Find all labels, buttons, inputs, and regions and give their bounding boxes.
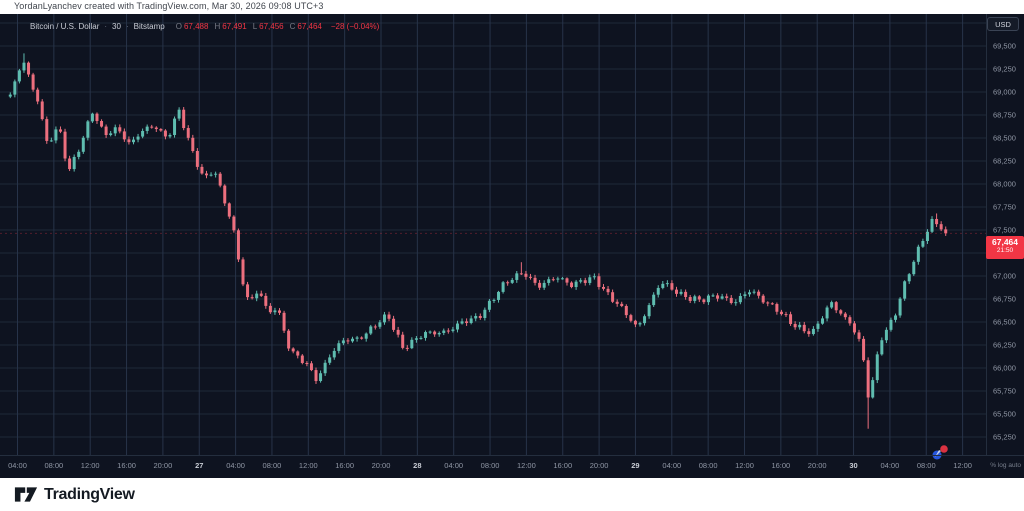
open-value: 67,488: [183, 21, 209, 31]
time-axis-label: 29: [631, 461, 640, 470]
attribution-bar: YordanLyanchev created with TradingView.…: [0, 0, 1024, 14]
time-axis-label: 20:00: [153, 461, 173, 470]
price-axis-label: 65,500: [993, 409, 1016, 419]
timeframe-label[interactable]: 30: [112, 21, 121, 31]
time-axis-label: 04:00: [880, 461, 900, 470]
change-value: −28 (−0.04%): [330, 21, 380, 31]
candlestick-plot[interactable]: [0, 14, 986, 455]
price-axis-label: 67,750: [993, 202, 1016, 212]
low-value: 67,456: [259, 21, 284, 31]
close-value: 67,464: [297, 21, 322, 31]
time-axis-label: 16:00: [335, 461, 355, 470]
time-axis-label: 12:00: [517, 461, 536, 470]
time-axis-label: 04:00: [662, 461, 682, 470]
ohlc-values: O 67,488 H 67,491 L 67,456 C 67,464: [176, 22, 322, 31]
low-label: L: [252, 21, 258, 31]
price-axis-label: 68,000: [993, 179, 1016, 189]
time-axis-label: 12:00: [298, 461, 318, 470]
time-axis-label: 08:00: [698, 461, 718, 470]
time-axis-label: 04:00: [226, 461, 245, 470]
attribution-text: YordanLyanchev created with TradingView.…: [14, 1, 324, 11]
time-axis-label: 30: [849, 461, 858, 470]
price-axis-label: 66,750: [993, 294, 1016, 304]
price-axis[interactable]: 69,500 69,250 69,000 68,750 68,500 68,250 68,0…: [986, 14, 1024, 455]
time-axis-label: 28: [413, 461, 422, 470]
time-axis-label: 08:00: [480, 461, 500, 470]
price-axis-label: 66,500: [993, 317, 1016, 327]
time-axis-label: 08:00: [262, 461, 282, 470]
exchange-label[interactable]: Bitstamp: [133, 21, 165, 31]
time-axis-label: 04:00: [8, 461, 27, 470]
time-axis-label: 16:00: [771, 461, 791, 470]
price-axis-label: 65,750: [993, 386, 1016, 396]
tradingview-brand[interactable]: TradingView: [14, 485, 135, 504]
legend-separator: ·: [104, 21, 108, 31]
time-axis-label: 12:00: [953, 461, 972, 470]
legend-separator: ·: [125, 21, 129, 31]
last-price-tag: 67,464 21:50: [986, 236, 1024, 260]
time-axis[interactable]: % log auto 04:00 08:00 12:00 16:00 20:00 27 04…: [0, 455, 1024, 478]
time-axis-label: 12:00: [80, 461, 100, 470]
price-axis-label: 67,000: [993, 271, 1016, 281]
time-axis-label: 20:00: [807, 461, 827, 470]
price-axis-label: 69,000: [993, 87, 1016, 97]
time-axis-label: 20:00: [589, 461, 609, 470]
currency-usd-button[interactable]: USD: [987, 17, 1019, 31]
time-axis-label: 12:00: [735, 461, 754, 470]
price-axis-label: 69,500: [993, 41, 1016, 51]
last-price-value: 67,464: [992, 237, 1018, 248]
close-label: C: [289, 21, 296, 31]
scale-mode-controls[interactable]: % log auto: [990, 462, 1021, 469]
footer-bar: TradingView: [0, 478, 1024, 511]
time-axis-label: 16:00: [117, 461, 136, 470]
price-axis-label: 67,500: [993, 225, 1016, 235]
price-axis-label: 68,250: [993, 156, 1016, 166]
symbol-name[interactable]: Bitcoin / U.S. Dollar: [30, 21, 100, 31]
price-axis-label: 66,000: [993, 363, 1016, 373]
high-label: H: [214, 21, 221, 31]
price-axis-label: 66,250: [993, 340, 1016, 350]
tradingview-wordmark: TradingView: [44, 485, 135, 503]
tradingview-logo-icon: [14, 487, 38, 502]
price-axis-label: 68,500: [993, 133, 1016, 143]
high-value: 67,491: [222, 21, 247, 31]
open-label: O: [175, 21, 182, 31]
time-axis-label: 08:00: [916, 461, 936, 470]
price-axis-label: 68,750: [993, 110, 1016, 120]
time-axis-label: 16:00: [553, 461, 573, 470]
price-axis-label: 65,250: [993, 432, 1016, 442]
time-axis-label: 20:00: [371, 461, 391, 470]
time-axis-label: 27: [195, 461, 204, 470]
price-axis-label: 69,250: [993, 64, 1016, 74]
bar-countdown: 21:50: [996, 247, 1014, 255]
time-axis-label: 04:00: [444, 461, 464, 470]
time-axis-label: 08:00: [44, 461, 64, 470]
